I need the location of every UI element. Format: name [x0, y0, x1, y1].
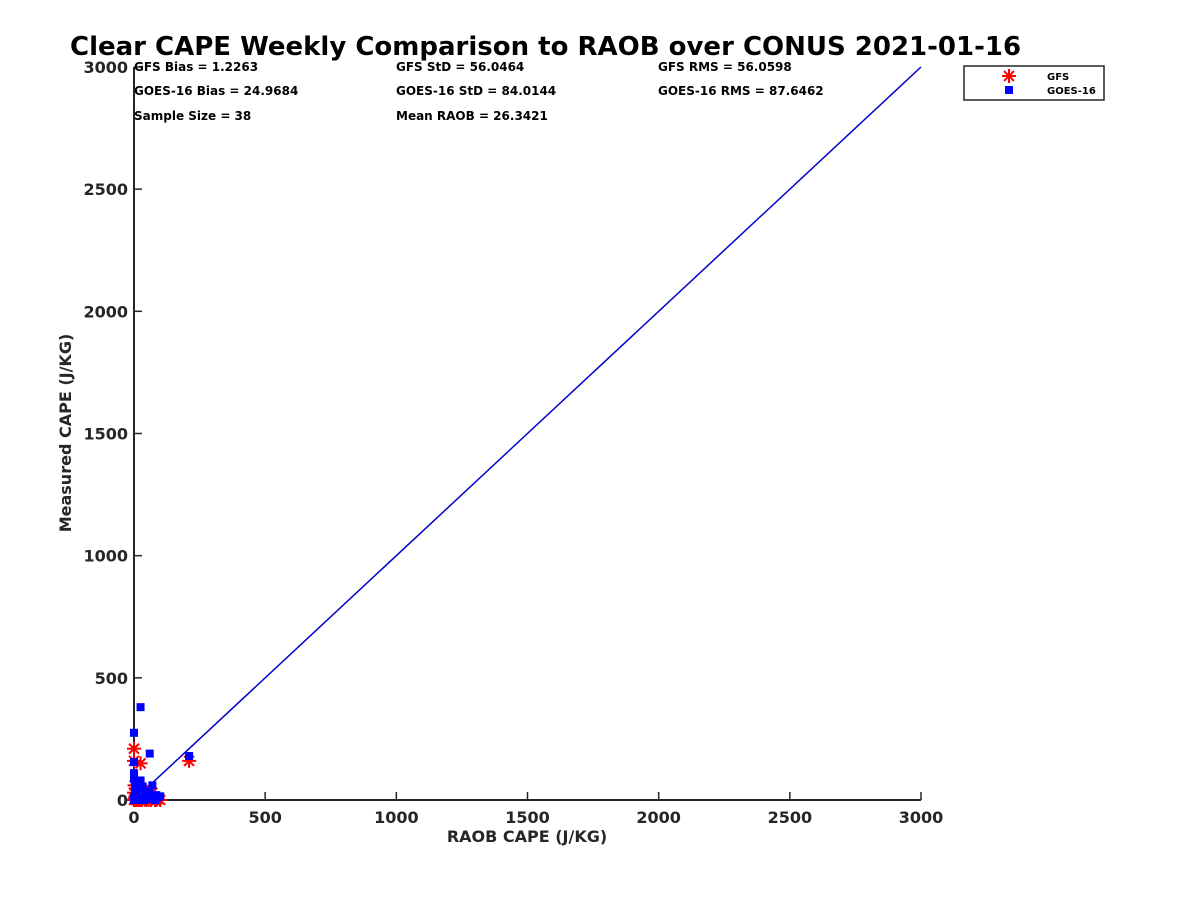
stat-text: Sample Size = 38 — [134, 109, 251, 123]
y-axis-label: Measured CAPE (J/KG) — [56, 334, 75, 533]
x-tick-label: 2500 — [768, 808, 813, 827]
data-point-gfs — [127, 741, 141, 756]
legend-label-gfs: GFS — [1047, 72, 1069, 83]
data-point-goes-16 — [133, 781, 142, 790]
data-point-goes-16 — [148, 781, 157, 790]
data-point-goes-16 — [136, 776, 145, 785]
data-point-goes-16 — [185, 752, 194, 761]
y-tick-label: 0 — [117, 791, 128, 810]
data-point-goes-16 — [145, 749, 154, 758]
stat-text: GFS StD = 56.0464 — [396, 60, 524, 74]
y-tick-label: 1000 — [83, 547, 128, 566]
y-tick-label: 500 — [95, 669, 128, 688]
data-point-goes-16 — [130, 758, 138, 767]
legend-box — [963, 65, 1105, 101]
stat-text: Mean RAOB = 26.3421 — [396, 109, 548, 123]
data-point-goes-16 — [145, 788, 154, 797]
data-point-goes-16 — [131, 788, 140, 797]
y-tick-label: 3000 — [83, 58, 128, 77]
legend-marker-gfs — [1002, 69, 1016, 83]
stat-text: GOES-16 Bias = 24.9684 — [134, 84, 298, 98]
x-axis-label: RAOB CAPE (J/KG) — [447, 827, 607, 846]
x-tick-label: 1000 — [374, 808, 419, 827]
stat-text: GOES-16 StD = 84.0144 — [396, 84, 556, 98]
stats-block: GFS Bias = 1.2263 GFS StD = 56.0464 GFS RM… — [134, 60, 824, 123]
stat-text: GOES-16 RMS = 87.6462 — [658, 84, 824, 98]
x-tick-label: 500 — [248, 808, 281, 827]
one-to-one-line — [133, 66, 922, 801]
data-point-goes-16 — [138, 782, 147, 791]
y-tick-label: 2000 — [83, 302, 128, 321]
y-tick-label: 1500 — [83, 425, 128, 444]
data-point-goes-16 — [135, 796, 144, 804]
data-point-goes-16 — [136, 703, 145, 712]
legend-label-goes-16: GOES-16 — [1047, 86, 1096, 97]
x-tick-label: 1500 — [505, 808, 550, 827]
data-point-goes-16 — [130, 774, 138, 783]
data-point-goes-16 — [130, 728, 138, 737]
legend-marker-goes-16 — [1005, 86, 1013, 94]
data-point-goes-16 — [152, 791, 161, 800]
stat-text: GFS Bias = 1.2263 — [134, 60, 258, 74]
legend: GFS GOES-16 — [963, 65, 1105, 101]
x-tick-label: 2000 — [636, 808, 681, 827]
plot-area: 0 500 1000 1500 2000 2500 3000 0 500 1000 1500 2000… — [83, 58, 943, 827]
series-goes-16 — [130, 703, 194, 804]
x-tick-label: 3000 — [899, 808, 944, 827]
stat-text: GFS RMS = 56.0598 — [658, 60, 792, 74]
chart-title: Clear CAPE Weekly Comparison to RAOB ove… — [70, 32, 1021, 62]
data-point-goes-16 — [139, 796, 148, 804]
x-tick-label: 0 — [128, 808, 139, 827]
y-tick-label: 2500 — [83, 180, 128, 199]
data-point-goes-16 — [130, 769, 138, 778]
